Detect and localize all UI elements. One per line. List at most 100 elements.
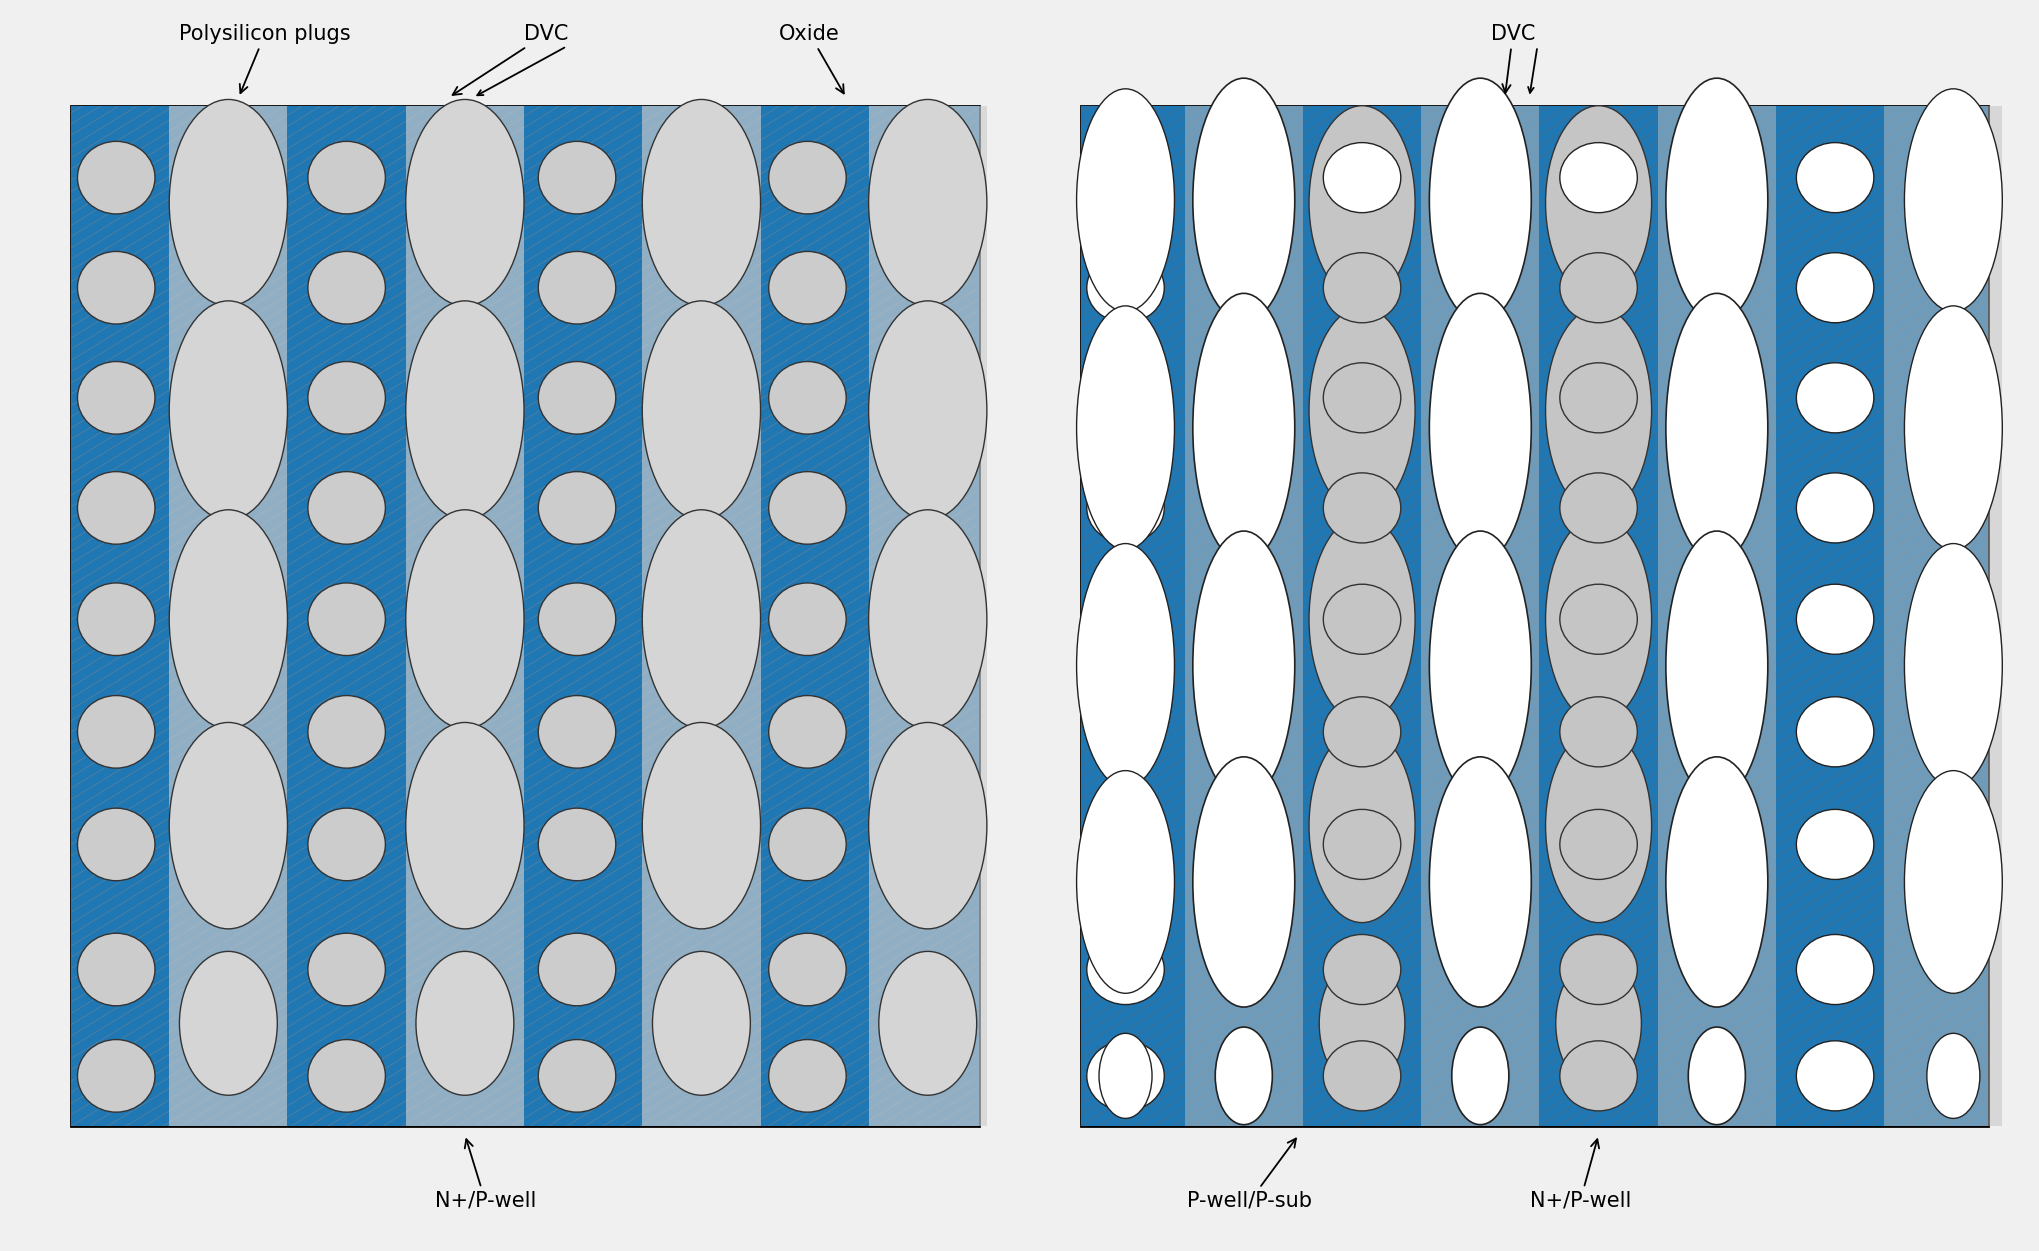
Ellipse shape (538, 808, 616, 881)
Ellipse shape (1323, 253, 1401, 323)
Ellipse shape (642, 301, 761, 520)
Ellipse shape (1087, 473, 1164, 543)
Ellipse shape (308, 141, 385, 214)
Ellipse shape (879, 951, 977, 1096)
Ellipse shape (1796, 1041, 1874, 1111)
Bar (1081, 106, 1988, 1126)
Ellipse shape (1904, 543, 2002, 788)
Ellipse shape (77, 251, 155, 324)
Ellipse shape (642, 99, 761, 306)
Ellipse shape (769, 1040, 846, 1112)
Ellipse shape (406, 723, 524, 928)
Ellipse shape (1904, 306, 2002, 550)
Ellipse shape (308, 362, 385, 434)
Ellipse shape (1193, 757, 1295, 1007)
Text: N+/P-well: N+/P-well (434, 1140, 536, 1211)
Ellipse shape (1087, 1041, 1164, 1111)
Ellipse shape (1087, 143, 1164, 213)
Ellipse shape (169, 510, 287, 728)
Ellipse shape (769, 933, 846, 1006)
Ellipse shape (1099, 1033, 1152, 1118)
Ellipse shape (169, 301, 287, 520)
Bar (1884, 106, 2002, 1126)
Ellipse shape (1429, 294, 1531, 563)
Ellipse shape (1796, 363, 1874, 433)
Ellipse shape (169, 723, 287, 928)
Ellipse shape (1193, 294, 1295, 563)
Ellipse shape (1309, 308, 1415, 513)
Ellipse shape (1560, 934, 1637, 1005)
Ellipse shape (642, 510, 761, 728)
Bar (71, 106, 979, 1126)
Text: P-well/P-sub: P-well/P-sub (1187, 1138, 1313, 1211)
Text: N+/P-well: N+/P-well (1529, 1140, 1631, 1211)
Ellipse shape (1077, 543, 1174, 788)
Ellipse shape (1796, 934, 1874, 1005)
Ellipse shape (769, 251, 846, 324)
Ellipse shape (1429, 530, 1531, 801)
Ellipse shape (769, 362, 846, 434)
Text: DVC: DVC (453, 24, 569, 95)
Ellipse shape (869, 301, 987, 520)
Ellipse shape (1323, 1041, 1401, 1111)
Ellipse shape (1796, 253, 1874, 323)
Ellipse shape (769, 141, 846, 214)
Ellipse shape (1429, 757, 1531, 1007)
Ellipse shape (1546, 106, 1652, 300)
Ellipse shape (1087, 934, 1164, 1005)
Ellipse shape (1796, 809, 1874, 879)
Ellipse shape (1666, 294, 1768, 563)
Ellipse shape (538, 696, 616, 768)
Ellipse shape (77, 472, 155, 544)
Ellipse shape (179, 951, 277, 1096)
Ellipse shape (1429, 78, 1531, 323)
Ellipse shape (406, 510, 524, 728)
Bar (71, 106, 979, 1126)
Ellipse shape (538, 933, 616, 1006)
Ellipse shape (1323, 934, 1401, 1005)
Ellipse shape (769, 472, 846, 544)
Ellipse shape (1666, 530, 1768, 801)
Ellipse shape (1546, 728, 1652, 923)
Ellipse shape (538, 472, 616, 544)
Ellipse shape (1323, 697, 1401, 767)
Ellipse shape (308, 251, 385, 324)
Ellipse shape (1309, 728, 1415, 923)
Ellipse shape (1796, 584, 1874, 654)
Ellipse shape (1546, 515, 1652, 723)
Ellipse shape (538, 251, 616, 324)
Ellipse shape (1323, 363, 1401, 433)
Ellipse shape (1215, 1027, 1272, 1125)
Ellipse shape (869, 510, 987, 728)
Bar (1185, 106, 1303, 1126)
Ellipse shape (1319, 958, 1405, 1088)
Ellipse shape (1666, 757, 1768, 1007)
Ellipse shape (406, 301, 524, 520)
Ellipse shape (1666, 78, 1768, 323)
Ellipse shape (1087, 363, 1164, 433)
Ellipse shape (1077, 89, 1174, 311)
Ellipse shape (1560, 1041, 1637, 1111)
Ellipse shape (77, 1040, 155, 1112)
Ellipse shape (1077, 306, 1174, 550)
Bar (869, 106, 987, 1126)
Ellipse shape (769, 696, 846, 768)
Ellipse shape (1796, 143, 1874, 213)
Ellipse shape (769, 808, 846, 881)
Ellipse shape (308, 1040, 385, 1112)
Ellipse shape (1904, 771, 2002, 993)
Ellipse shape (652, 951, 750, 1096)
Ellipse shape (538, 583, 616, 656)
Ellipse shape (1560, 809, 1637, 879)
Ellipse shape (1560, 697, 1637, 767)
Ellipse shape (1560, 363, 1637, 433)
Ellipse shape (1087, 253, 1164, 323)
Ellipse shape (77, 141, 155, 214)
Ellipse shape (308, 696, 385, 768)
Ellipse shape (1309, 515, 1415, 723)
Ellipse shape (308, 933, 385, 1006)
Ellipse shape (1323, 809, 1401, 879)
Ellipse shape (308, 472, 385, 544)
Ellipse shape (1556, 958, 1641, 1088)
Ellipse shape (538, 141, 616, 214)
